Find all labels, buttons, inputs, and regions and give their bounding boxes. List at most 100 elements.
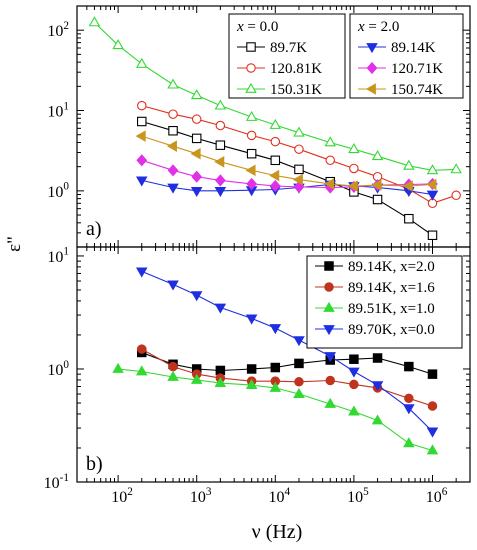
data-point <box>294 358 304 369</box>
data-point <box>426 164 439 175</box>
data-point <box>245 378 258 390</box>
data-point <box>214 156 225 168</box>
x-tick-label: 102 <box>111 486 133 506</box>
data-point <box>168 125 178 136</box>
data-point <box>214 186 227 197</box>
x-tick-label: 103 <box>190 486 212 506</box>
data-point <box>348 405 360 416</box>
series-150-74K <box>135 130 437 192</box>
legend-title: x = 2.0 <box>357 19 399 35</box>
legend-box <box>228 13 346 99</box>
data-point <box>404 213 414 224</box>
series-line <box>141 120 433 236</box>
series-line <box>141 135 433 187</box>
legend: x = 0.0 89.7K 120.81K 150.31K <box>228 13 346 99</box>
series-150-31K <box>88 16 462 175</box>
data-point <box>191 133 202 144</box>
data-point <box>246 130 257 141</box>
data-point <box>349 354 359 364</box>
data-point <box>371 381 384 392</box>
data-point <box>269 179 281 193</box>
data-point <box>324 397 337 408</box>
data-point <box>190 373 203 384</box>
x-tick-label: 105 <box>347 486 369 506</box>
data-point <box>137 344 147 354</box>
data-point <box>167 370 179 381</box>
legend-label: 120.81K <box>270 61 322 77</box>
legend-label: 89.7K <box>270 40 307 56</box>
series-line <box>141 348 433 407</box>
data-point <box>190 89 203 100</box>
data-point <box>167 280 179 291</box>
data-point <box>168 109 178 119</box>
data-point <box>324 352 337 363</box>
y-tick-label: 100 <box>47 359 69 379</box>
legend-marker <box>245 82 257 93</box>
y-tick-label: 101 <box>47 246 69 266</box>
series-89-14K-x-1-6 <box>137 344 438 411</box>
legend: 89.14K, x=2.0 89.14K, x=1.6 89.51K, x=1.0 8… <box>306 255 463 349</box>
data-point <box>372 194 383 205</box>
data-point <box>269 324 282 335</box>
data-point <box>427 369 438 379</box>
legend-label: 120.71K <box>391 61 443 77</box>
data-point <box>135 365 148 376</box>
data-point <box>349 379 359 390</box>
data-point <box>136 154 148 167</box>
x-tick-label: 106 <box>426 486 448 506</box>
series-89-14K <box>135 176 439 201</box>
data-point <box>293 387 305 398</box>
series-89-70K-x-0-0 <box>135 267 439 438</box>
legend-label: 89.14K <box>391 40 436 56</box>
data-point <box>214 376 227 388</box>
data-point <box>246 364 257 374</box>
data-point <box>426 178 437 191</box>
data-point <box>371 414 384 425</box>
data-point <box>135 57 148 68</box>
data-point <box>427 230 438 241</box>
data-point <box>167 183 179 194</box>
legend-label: 150.74K <box>391 82 443 98</box>
data-point <box>245 164 256 177</box>
legend-marker <box>323 325 335 336</box>
data-point <box>245 110 258 121</box>
legend: x = 2.0 89.14K 120.71K 150.74K <box>349 13 464 99</box>
data-point <box>214 99 227 110</box>
legend-label: 89.70K, x=0.0 <box>348 322 435 338</box>
data-point <box>294 144 304 154</box>
legend-title: x = 0.0 <box>236 19 278 35</box>
data-point <box>404 393 414 404</box>
data-point <box>403 404 415 415</box>
data-point <box>349 163 359 174</box>
data-point <box>404 361 414 372</box>
data-point <box>348 367 360 378</box>
ticks <box>76 247 471 483</box>
y-tick-label: 101 <box>47 100 69 120</box>
data-point <box>245 314 258 325</box>
data-point <box>371 179 382 191</box>
data-point <box>246 148 257 159</box>
data-point <box>426 427 439 438</box>
legend-marker <box>323 301 335 312</box>
legend-marker <box>366 43 378 54</box>
series-89-14K-x-2-0 <box>137 347 438 379</box>
series-89-51K-x-1-0 <box>112 362 439 455</box>
x-axis-label: ν (Hz) <box>252 521 303 543</box>
panel-b: 10-1 100 101 102 103 104 105 106 b) 89.14K, x=2.0… <box>44 246 471 506</box>
data-point <box>371 150 384 161</box>
data-point <box>270 136 281 147</box>
data-point <box>294 377 304 387</box>
y-tick-label: 102 <box>47 20 69 40</box>
data-point <box>450 163 462 174</box>
data-point <box>168 361 178 372</box>
data-point <box>294 164 304 175</box>
legend-box <box>349 13 464 99</box>
data-point <box>191 170 203 183</box>
data-point <box>403 437 415 448</box>
data-point <box>372 353 383 363</box>
data-point <box>167 78 179 89</box>
series-89-7K <box>137 116 438 241</box>
data-point <box>325 155 335 166</box>
